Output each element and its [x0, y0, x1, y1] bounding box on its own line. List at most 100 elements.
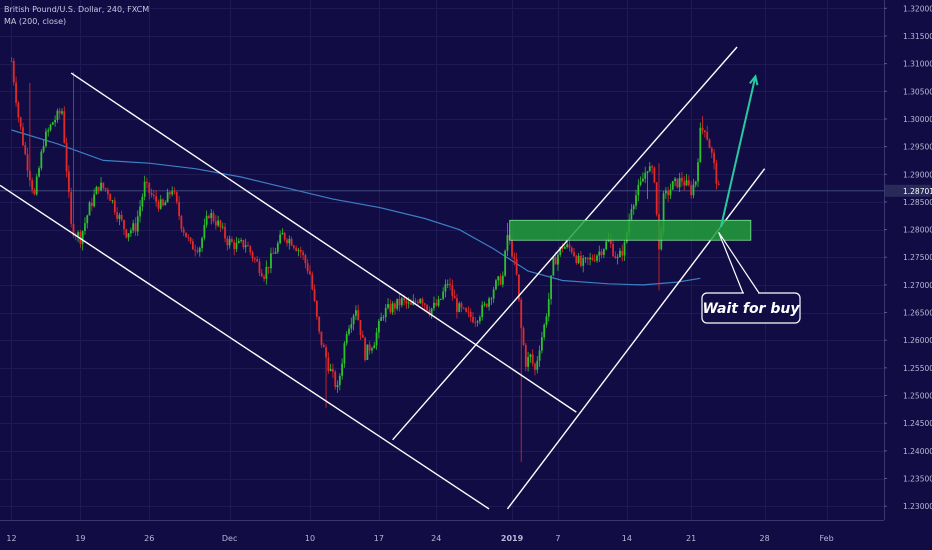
candle-body	[231, 239, 233, 243]
time-tick-label: 14	[622, 534, 632, 543]
candle	[586, 257, 589, 266]
candle-body	[407, 302, 410, 304]
candle	[354, 305, 357, 320]
candle	[444, 279, 447, 298]
candle	[504, 249, 507, 277]
candle	[40, 149, 43, 171]
candle-body	[598, 251, 601, 256]
candle-body	[95, 186, 98, 195]
candle-body	[685, 180, 688, 186]
candle	[557, 252, 559, 271]
chart-legend: British Pound/U.S. Dollar, 240, FXCM MA …	[4, 4, 149, 28]
candle	[428, 306, 431, 317]
candle-body	[240, 240, 242, 242]
candle	[396, 298, 399, 311]
candle	[598, 245, 601, 263]
candle	[485, 303, 488, 308]
candle	[189, 237, 192, 244]
candle-body	[683, 181, 686, 186]
candle-body	[706, 132, 709, 140]
candle-body	[251, 252, 254, 259]
candle-body	[191, 241, 194, 250]
candle-body	[495, 280, 497, 290]
candle	[704, 130, 706, 138]
time-tick-label: 19	[75, 534, 85, 543]
target-arrow-line	[720, 76, 757, 228]
candle	[476, 320, 479, 327]
candle	[157, 199, 160, 212]
candle	[710, 146, 713, 159]
candle-body	[320, 331, 323, 345]
candle-body	[366, 344, 369, 360]
candle-body	[580, 255, 582, 266]
candle-body	[162, 199, 164, 206]
candle	[416, 299, 419, 305]
candle-body	[143, 181, 146, 197]
candle	[580, 250, 582, 268]
candle	[515, 252, 518, 276]
candle	[150, 188, 153, 198]
candle-body	[485, 303, 488, 307]
candle	[281, 228, 284, 235]
candle	[194, 244, 197, 257]
candle	[226, 235, 229, 251]
candle	[276, 240, 279, 254]
candle	[375, 327, 378, 350]
candle	[235, 236, 238, 253]
candle	[715, 159, 718, 190]
candle-body	[354, 310, 357, 316]
candle-body	[439, 298, 442, 300]
candle-body	[371, 348, 373, 351]
candle-body	[283, 232, 286, 240]
candle	[237, 238, 240, 244]
candle-body	[86, 215, 89, 224]
candle	[433, 296, 435, 311]
candle	[67, 165, 70, 198]
candle-body	[375, 332, 378, 346]
candle-body	[146, 181, 148, 183]
candle	[584, 256, 587, 263]
candle	[180, 214, 183, 233]
candle	[701, 116, 704, 135]
candle	[534, 362, 536, 376]
candle	[70, 187, 73, 228]
candle	[299, 246, 302, 259]
candle-body	[524, 344, 527, 367]
candle	[270, 247, 272, 274]
candle	[593, 253, 596, 263]
candle	[529, 353, 532, 363]
candle-body	[221, 226, 224, 228]
candle-body	[182, 229, 185, 233]
candle-body	[242, 240, 245, 248]
candle	[538, 345, 541, 367]
candle-body	[364, 337, 366, 360]
candle-body	[169, 192, 171, 195]
candle-body	[534, 363, 536, 370]
candle-body	[318, 316, 321, 332]
candle	[681, 172, 683, 187]
candle-body	[210, 213, 213, 219]
candle-body	[189, 237, 192, 242]
candle	[540, 331, 543, 354]
candle-body	[127, 233, 130, 238]
candle	[623, 239, 626, 261]
candle-body	[313, 289, 316, 301]
candle-body	[529, 354, 532, 358]
candle-body	[396, 298, 399, 309]
candle	[543, 323, 546, 341]
candle	[398, 293, 401, 312]
candle-body	[67, 171, 70, 193]
candle-body	[545, 316, 548, 325]
candle-body	[648, 166, 651, 172]
candle	[377, 318, 380, 339]
candle-body	[540, 337, 543, 351]
candle-body	[414, 300, 417, 302]
candle	[348, 325, 350, 336]
candle-body	[435, 302, 438, 306]
candle	[513, 252, 516, 266]
candle	[325, 344, 327, 408]
candle-body	[267, 266, 270, 269]
price-tick-label: 1.24500	[903, 419, 932, 428]
candle-body	[361, 334, 364, 338]
